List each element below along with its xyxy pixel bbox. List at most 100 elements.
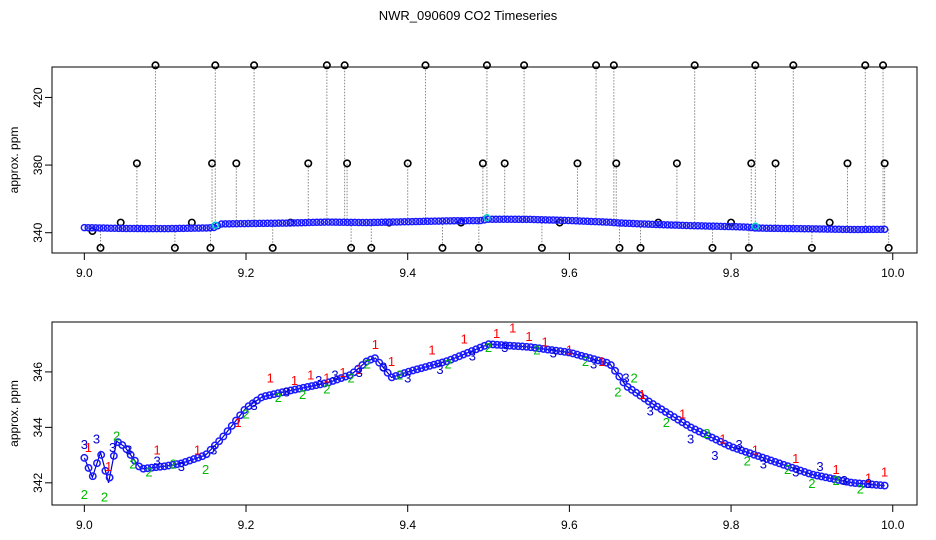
bottom-panel: 9.0 9.2 9.4 9.6 9.8 10.0 342 344 346 approx. ppm 1… bbox=[7, 321, 918, 532]
baseline-point bbox=[789, 224, 797, 233]
baseline-point bbox=[377, 218, 386, 227]
series-1-label: 1 bbox=[525, 329, 532, 344]
baseline-point bbox=[168, 224, 176, 233]
trend-point bbox=[467, 347, 476, 355]
spike-point bbox=[96, 243, 105, 252]
baseline-point bbox=[423, 217, 432, 226]
baseline-point bbox=[99, 224, 108, 232]
x-tick-label: 9.8 bbox=[723, 266, 740, 280]
baseline-point bbox=[846, 225, 855, 234]
series-3-label: 3 bbox=[736, 437, 743, 452]
baseline-point bbox=[663, 221, 672, 229]
baseline-point bbox=[530, 215, 538, 224]
trend-point bbox=[400, 369, 409, 377]
baseline-point bbox=[484, 215, 493, 223]
trend-point bbox=[590, 355, 598, 364]
trend-point bbox=[337, 374, 346, 383]
series-1-label: 1 bbox=[833, 462, 840, 477]
trend-point bbox=[181, 458, 190, 466]
trend-point bbox=[261, 392, 270, 401]
top-panel: 9.0 9.2 9.4 9.6 9.8 10.0 340 380 420 approx. ppm bbox=[7, 61, 918, 280]
trend-point bbox=[817, 472, 826, 481]
trend-point bbox=[783, 462, 792, 471]
series-3-label: 3 bbox=[687, 431, 694, 446]
series-1-label: 1 bbox=[865, 470, 872, 485]
trend-point bbox=[737, 446, 746, 455]
spike-point bbox=[843, 159, 852, 168]
y-tick-label: 380 bbox=[31, 155, 45, 175]
series-3-label: 3 bbox=[210, 443, 217, 458]
trend-point bbox=[130, 456, 139, 465]
baseline-point bbox=[313, 218, 321, 227]
trend-point bbox=[160, 462, 169, 471]
series-3-label: 3 bbox=[125, 443, 132, 458]
trend-point bbox=[118, 441, 127, 450]
trend-point bbox=[371, 354, 379, 363]
trend-point bbox=[804, 469, 813, 478]
trend-point bbox=[290, 385, 299, 394]
series-1-label: 1 bbox=[234, 415, 241, 430]
trend-point bbox=[122, 445, 131, 454]
spike-point bbox=[615, 243, 624, 252]
spike-point bbox=[592, 61, 601, 70]
trend-point bbox=[295, 384, 304, 393]
spike-point bbox=[771, 159, 780, 168]
trend-point bbox=[514, 342, 523, 351]
baseline-point bbox=[534, 215, 542, 224]
baseline-point bbox=[804, 225, 813, 233]
trend-point bbox=[413, 365, 422, 374]
series-1-label: 1 bbox=[153, 443, 160, 458]
trend-point bbox=[93, 459, 101, 468]
trend-point bbox=[185, 456, 194, 465]
baseline-point bbox=[553, 216, 561, 224]
trend-point bbox=[84, 464, 93, 472]
baseline-point bbox=[537, 215, 546, 224]
series-1-label: 1 bbox=[267, 370, 274, 385]
series-3-label: 3 bbox=[436, 362, 443, 377]
trend-point bbox=[729, 443, 737, 452]
trend-point bbox=[135, 462, 144, 471]
trend-point bbox=[564, 348, 573, 357]
baseline-point bbox=[858, 225, 866, 234]
series-1-label: 1 bbox=[881, 465, 888, 480]
trend-point bbox=[872, 480, 881, 489]
baseline-point bbox=[595, 218, 603, 226]
series-1-label: 1 bbox=[679, 407, 686, 422]
baseline-point bbox=[187, 224, 195, 232]
series-1-label: 1 bbox=[493, 326, 500, 341]
trend-point bbox=[101, 466, 110, 475]
spike-point bbox=[690, 61, 699, 70]
baseline-point bbox=[244, 219, 252, 228]
baseline-point bbox=[370, 218, 378, 227]
baseline-point bbox=[122, 224, 131, 233]
baseline-point bbox=[690, 221, 698, 230]
trend-point bbox=[505, 341, 514, 350]
spike-point bbox=[438, 243, 447, 252]
baseline-point bbox=[682, 221, 691, 230]
trend-point bbox=[299, 383, 308, 392]
baseline-point bbox=[633, 219, 641, 228]
baseline-point bbox=[495, 215, 504, 223]
baseline-point bbox=[374, 218, 382, 227]
baseline-point bbox=[564, 216, 573, 225]
baseline-point bbox=[118, 224, 127, 233]
trend-point bbox=[745, 449, 754, 458]
trend-point bbox=[809, 470, 818, 479]
baseline-point bbox=[221, 220, 230, 228]
y-tick-label: 340 bbox=[31, 222, 45, 242]
x-tick-label: 9.6 bbox=[561, 518, 578, 532]
baseline-point bbox=[282, 219, 291, 227]
trend-point bbox=[531, 343, 539, 352]
baseline-point bbox=[396, 218, 405, 226]
trend-point bbox=[210, 441, 219, 450]
trend-point bbox=[472, 345, 481, 354]
baseline-point bbox=[717, 222, 725, 231]
cyan-marker bbox=[211, 221, 220, 229]
spike-point bbox=[789, 61, 798, 70]
baseline-point bbox=[427, 217, 435, 225]
trend-point bbox=[333, 375, 342, 384]
baseline-point bbox=[587, 217, 595, 226]
baseline-point bbox=[297, 218, 306, 227]
baseline-point bbox=[823, 225, 832, 233]
baseline-point bbox=[339, 218, 348, 227]
